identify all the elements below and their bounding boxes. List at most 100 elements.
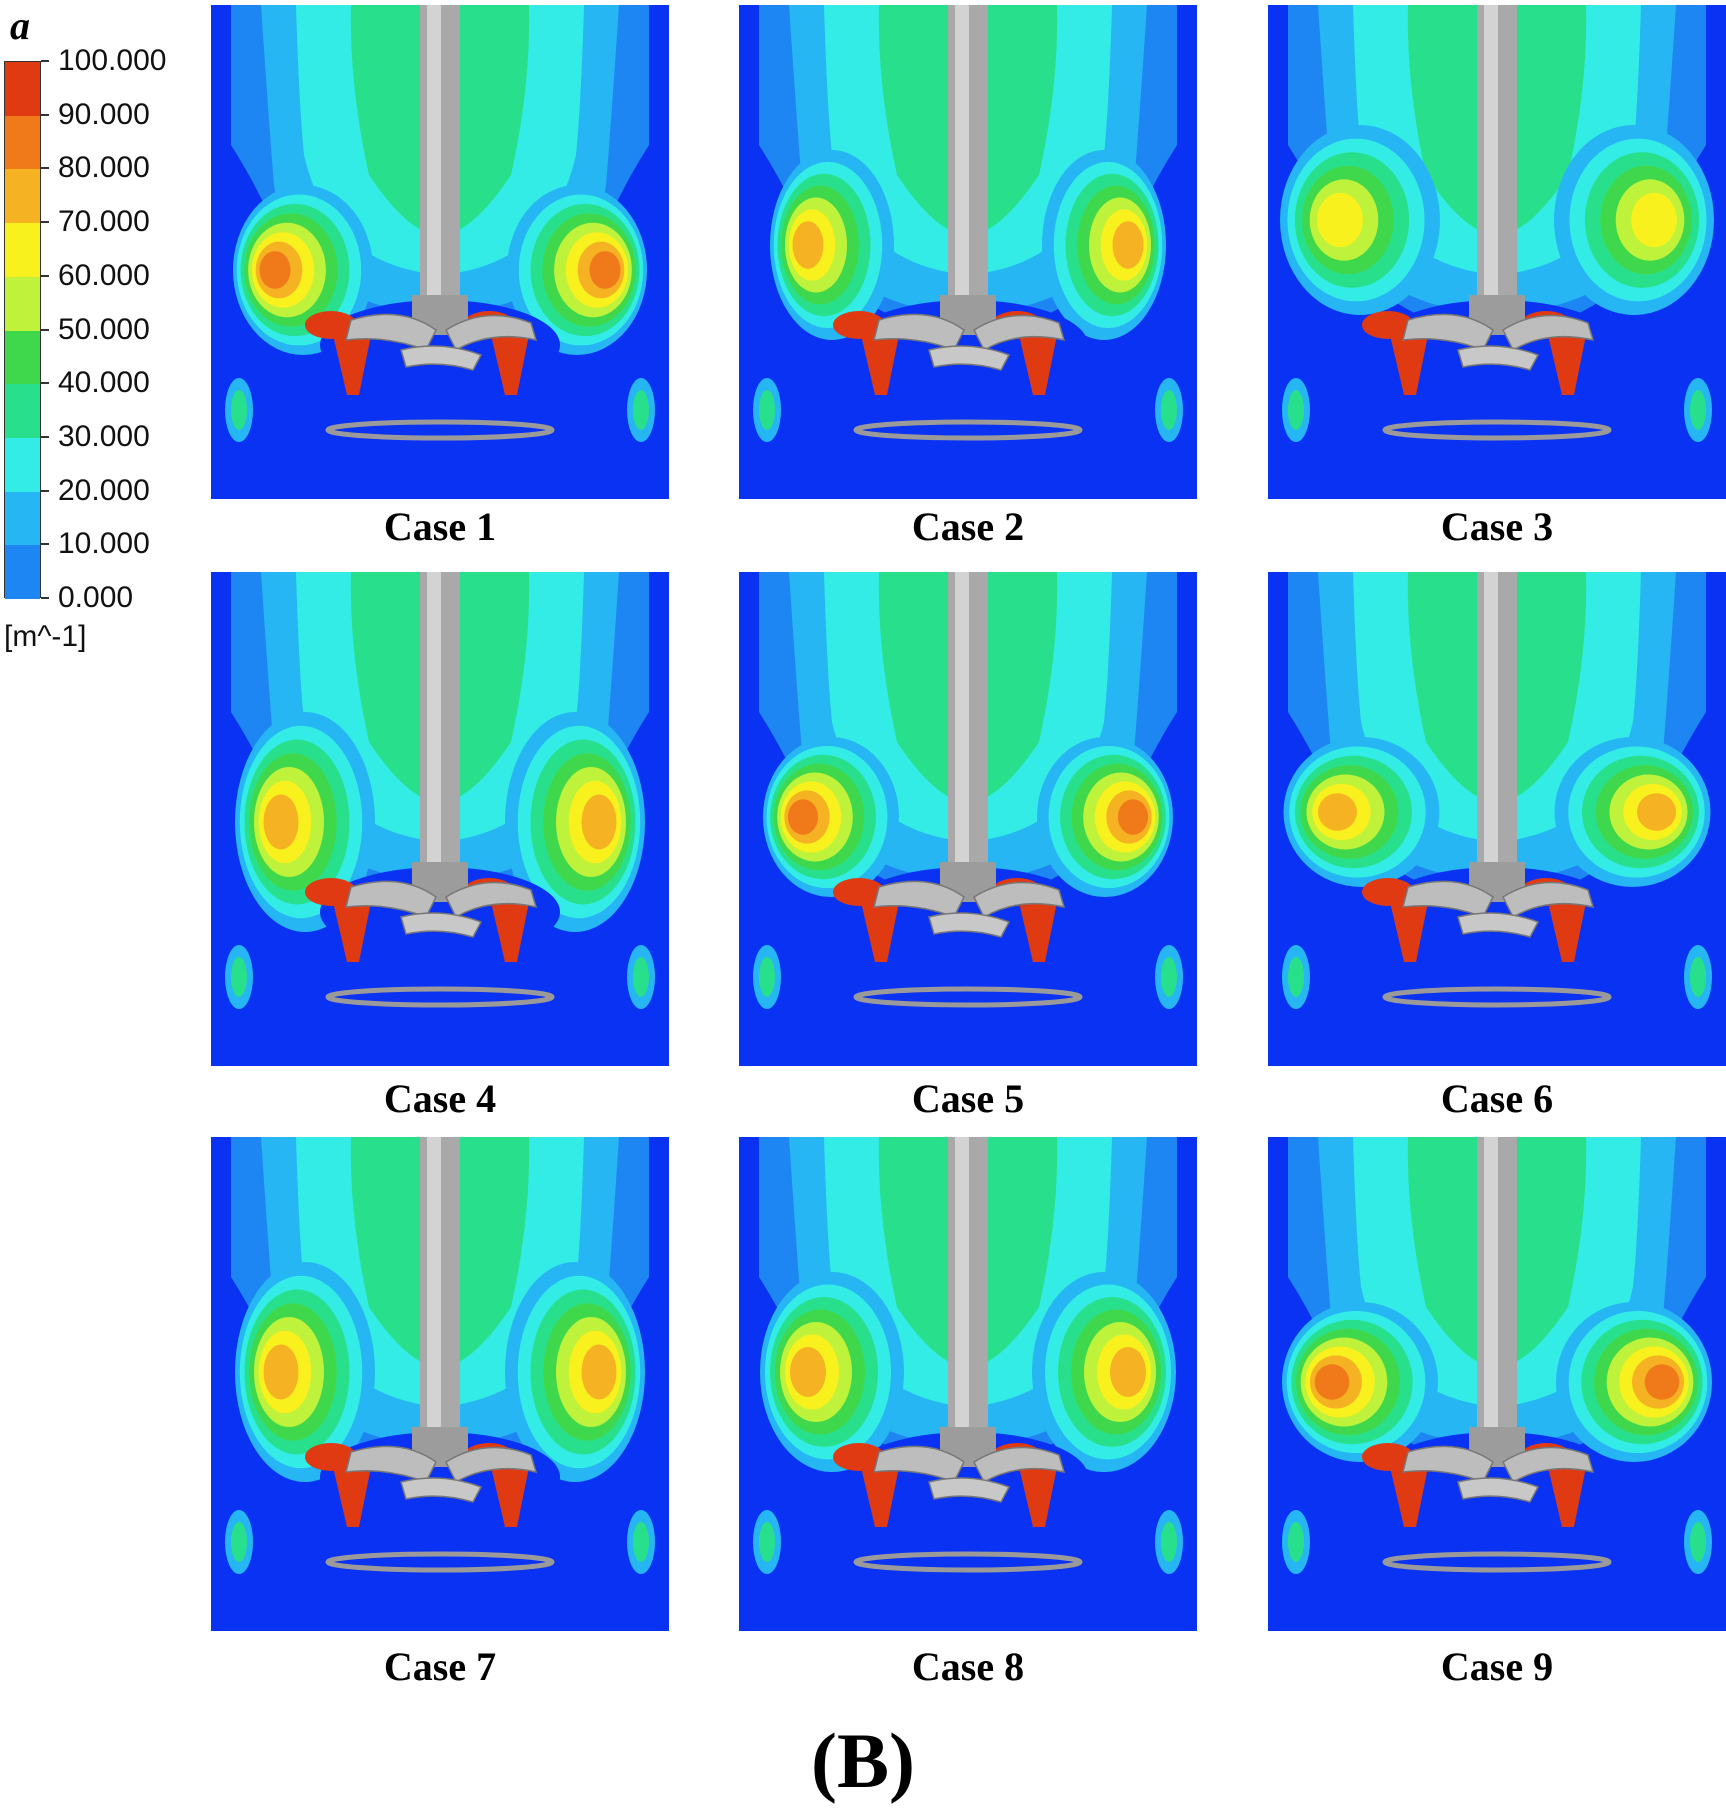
contour-lobe (792, 221, 824, 269)
contour-side-vortex-core (633, 1522, 649, 1562)
contour-panel (739, 572, 1197, 1066)
contour-hot-wedge (1019, 902, 1057, 962)
contour-side-vortex-core (759, 957, 775, 997)
impeller-blade (445, 1446, 538, 1484)
impeller-blade (1502, 314, 1595, 352)
legend-color-band (5, 384, 40, 439)
sparger-ring (325, 419, 555, 441)
impeller-shaft-highlight (955, 572, 969, 892)
figure-label: (B) (811, 1717, 915, 1804)
contour-hot-wedge (333, 902, 371, 962)
legend-tick-mark (41, 597, 49, 599)
panel-caption: Case 2 (911, 504, 1025, 549)
legend-color-band (5, 223, 40, 278)
contour-hot-spot (305, 878, 357, 906)
legend-tick-mark (41, 167, 49, 170)
panel-caption: Case 7 (383, 1644, 497, 1689)
contour-panel (739, 1137, 1197, 1631)
impeller-blade (1502, 1446, 1595, 1484)
sparger-ring (1382, 419, 1612, 441)
impeller-blade (928, 912, 1011, 938)
legend-tick-mark (41, 60, 49, 62)
contour-hot-wedge (1548, 1467, 1586, 1527)
contour-hot-wedge (1019, 335, 1057, 395)
panel-caption: Case 5 (911, 1076, 1025, 1121)
contour-plot (1268, 1137, 1726, 1631)
legend-tick-label: 0.000 (58, 581, 134, 614)
contour-side-vortex-core (1161, 957, 1177, 997)
impeller-blade (1502, 881, 1595, 919)
contour-hot-wedge (491, 902, 529, 962)
legend-variable: a (10, 3, 30, 48)
legend-tick-label: 90.000 (58, 97, 150, 131)
panel-caption: Case 4 (383, 1076, 497, 1121)
contour-hot-spot (1362, 878, 1414, 906)
contour-plot (1268, 572, 1726, 1066)
impeller-shaft-highlight (1484, 572, 1498, 892)
contour-hot-wedge (861, 335, 899, 395)
contour-lobe (1644, 1364, 1680, 1400)
impeller-blade (1457, 1477, 1540, 1503)
legend-tick-mark (41, 435, 49, 438)
impeller-blade (973, 1446, 1066, 1484)
legend-tick-label: 10.000 (58, 527, 150, 561)
legend-tick-mark (41, 113, 49, 116)
sparger-ring (1382, 1551, 1612, 1573)
sparger-ring (325, 1551, 555, 1573)
contour-plot (211, 572, 669, 1066)
contour-lobe (1317, 192, 1363, 248)
contour-lobe (589, 251, 621, 289)
legend-color-band (5, 276, 40, 331)
legend-tick-label: 80.000 (58, 151, 150, 185)
panel-caption: Case 6 (1440, 1076, 1554, 1121)
panel-caption: Case 9 (1440, 1644, 1554, 1689)
impeller-blade (445, 314, 538, 352)
impeller-blade (1457, 912, 1540, 938)
legend-color-band (5, 115, 40, 170)
contour-side-vortex-core (1161, 1522, 1177, 1562)
contour-lobe (1112, 221, 1144, 269)
contour-lobe (581, 1344, 617, 1400)
contour-side-vortex-core (1288, 390, 1304, 430)
contour-hot-spot (833, 311, 885, 339)
contour-hot-wedge (1548, 335, 1586, 395)
impeller-blade (973, 314, 1066, 352)
contour-plot (211, 5, 669, 499)
contour-hot-spot (833, 1443, 885, 1471)
contour-side-vortex-core (1161, 390, 1177, 430)
contour-hot-spot (1362, 311, 1414, 339)
contour-hot-spot (833, 878, 885, 906)
legend-color-band (5, 437, 40, 493)
contour-side-vortex-core (1690, 390, 1706, 430)
contour-hot-wedge (333, 335, 371, 395)
contour-plot (1268, 5, 1726, 499)
panel-caption: Case 1 (383, 504, 497, 549)
legend-tick-mark (41, 543, 49, 546)
contour-plot (211, 1137, 669, 1631)
impeller-blade (973, 881, 1066, 919)
legend-tick-label: 20.000 (58, 473, 150, 507)
sparger-ring (853, 419, 1083, 441)
sparger-ring (325, 986, 555, 1008)
legend-tick-mark (41, 382, 49, 385)
contour-lobe (263, 1344, 299, 1400)
contour-panel (1268, 5, 1726, 499)
impeller-shaft-highlight (955, 5, 969, 325)
contour-hot-wedge (491, 1467, 529, 1527)
contour-lobe (259, 251, 291, 289)
contour-side-vortex-core (1690, 957, 1706, 997)
legend-color-band (5, 491, 40, 546)
contour-panel (211, 1137, 669, 1631)
legend-tick-label: 60.000 (58, 258, 150, 292)
contour-lobe (1631, 192, 1677, 248)
legend-tick-label: 100.000 (58, 44, 167, 77)
contour-lobe (1314, 1364, 1350, 1400)
contour-side-vortex-core (231, 1522, 247, 1562)
contour-hot-spot (1362, 1443, 1414, 1471)
contour-side-vortex-core (1690, 1522, 1706, 1562)
legend-unit: [m^-1] (4, 620, 87, 653)
contour-side-vortex-core (231, 390, 247, 430)
impeller-blade (1457, 345, 1540, 371)
impeller-shaft-highlight (1484, 1137, 1498, 1457)
contour-hot-wedge (861, 902, 899, 962)
